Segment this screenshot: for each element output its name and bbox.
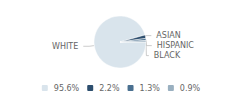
- svg-text:0.9%: 0.9%: [180, 84, 201, 93]
- svg-text:HISPANIC: HISPANIC: [157, 41, 195, 50]
- svg-text:BLACK: BLACK: [154, 51, 181, 60]
- svg-text:95.6%: 95.6%: [54, 84, 80, 93]
- svg-text:ASIAN: ASIAN: [156, 31, 180, 40]
- svg-text:WHITE: WHITE: [52, 42, 78, 51]
- svg-text:2.2%: 2.2%: [99, 84, 120, 93]
- svg-text:1.3%: 1.3%: [140, 84, 161, 93]
